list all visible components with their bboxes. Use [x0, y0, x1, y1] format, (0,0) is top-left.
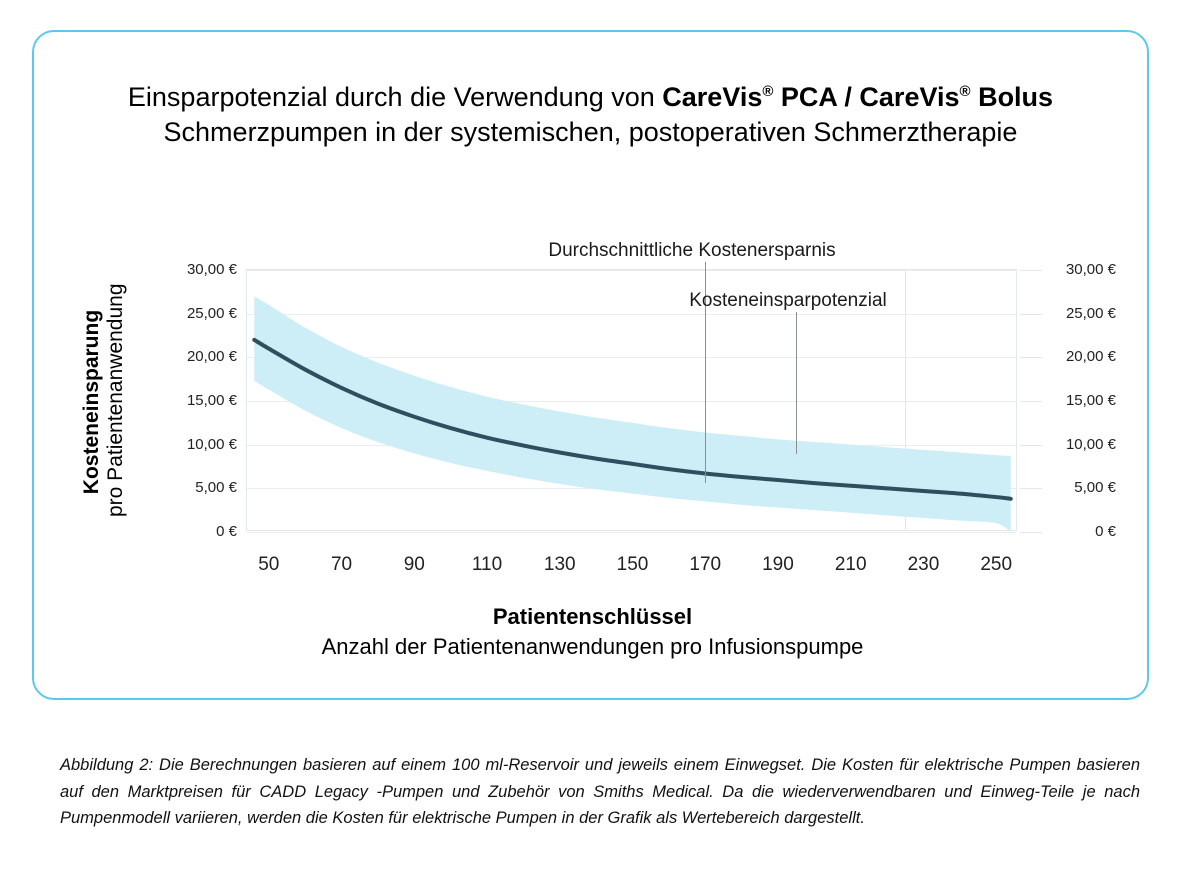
y-axis-tick-label-right: 20,00 € — [1065, 348, 1116, 366]
x-axis-tick-label: 150 — [616, 554, 649, 575]
x-axis-tick-label: 250 — [980, 554, 1013, 575]
chart-figure: Kosteneinsparung pro Patientenanwendung … — [34, 32, 1151, 702]
chart-annotation-label: Kosteneinsparpotenzial — [689, 290, 887, 311]
y-gridline — [247, 313, 1016, 315]
y-axis-tick-mark — [1020, 444, 1042, 446]
x-axis-tick-label: 210 — [834, 554, 867, 575]
registered-trademark-icon-2: ® — [959, 83, 971, 100]
x-axis-title-sub: Anzahl der Patientenanwendungen pro Infu… — [321, 633, 864, 659]
x-axis-title: Patientenschlüssel Anzahl der Patientena… — [34, 602, 1151, 661]
chart-title-line-2: Schmerzpumpen in der systemischen, posto… — [163, 117, 1018, 148]
x-gridline — [905, 270, 907, 530]
y-axis-tick-mark — [1020, 270, 1042, 271]
y-axis-tick-mark — [1020, 357, 1042, 359]
x-axis-tick-label: 110 — [471, 554, 503, 575]
y-gridline — [247, 270, 1016, 271]
title-prefix: Einsparpotenzial durch die Verwendung vo… — [127, 82, 663, 112]
y-axis-tick-mark — [1020, 532, 1042, 533]
y-axis-tick-label-right: 15,00 € — [1065, 392, 1116, 409]
chart-title-line-1: Einsparpotenzial durch die Verwendung vo… — [34, 80, 1147, 115]
title-brand-1: CareVis — [662, 82, 763, 112]
x-axis-tick-label: 230 — [907, 554, 940, 575]
x-axis-tick-label: 190 — [762, 554, 794, 575]
chart-title: Einsparpotenzial durch die Verwendung vo… — [34, 80, 1147, 150]
x-axis-tick-label: 50 — [258, 554, 280, 575]
title-middle: PCA / — [773, 82, 860, 112]
y-gridline — [247, 357, 1016, 359]
y-axis-tick-mark — [1020, 313, 1042, 315]
y-axis-tick-mark — [1020, 401, 1042, 402]
y-axis-tick-label-left: 5,00 € — [195, 479, 237, 497]
y-axis-tick-label-left: 10,00 € — [186, 435, 237, 453]
plot-area: 30,00 € 30,00 € 25,00 € 25,00 € 20,00 € 20,00… — [187, 240, 1116, 575]
registered-trademark-icon: ® — [762, 83, 774, 100]
y-axis-title-main: Kosteneinsparung — [80, 309, 103, 495]
x-axis-tick-label: 130 — [543, 554, 576, 575]
x-axis-tick-label: 90 — [403, 554, 425, 575]
x-axis-tick-label: 70 — [330, 554, 353, 575]
y-axis-tick-label-right: 10,00 € — [1065, 435, 1116, 453]
y-axis-tick-label-right: 25,00 € — [1065, 304, 1116, 322]
y-axis-tick-label-right: 30,00 € — [1065, 261, 1116, 278]
y-axis-tick-label-left: 30,00 € — [186, 261, 237, 278]
cost-saving-potential-band — [254, 296, 1011, 532]
y-axis-title: Kosteneinsparung pro Patientenanwendung — [80, 283, 128, 517]
y-axis-title-sub: pro Patientenanwendung — [104, 283, 127, 517]
y-axis-tick-label-left: 0 € — [216, 523, 237, 540]
y-axis-tick-label-left: 15,00 € — [186, 392, 237, 409]
y-axis-tick-label-right: 5,00 € — [1074, 479, 1116, 497]
x-axis-title-main: Patientenschlüssel — [492, 604, 693, 629]
chart-card: Einsparpotenzial durch die Verwendung vo… — [32, 30, 1149, 700]
average-cost-saving-line — [252, 337, 1013, 501]
chart-annotation-label: Durchschnittliche Kostenersparnis — [548, 240, 836, 261]
y-gridline — [247, 532, 1016, 533]
chart-svg — [252, 296, 1013, 532]
figure-caption: Abbildung 2: Die Berechnungen basieren a… — [60, 756, 1140, 828]
title-suffix: Bolus — [970, 82, 1054, 112]
y-axis-tick-label-left: 20,00 € — [186, 348, 237, 366]
x-axis-tick-label: 170 — [689, 554, 722, 575]
chart-annotation-leader-line — [796, 312, 798, 455]
y-axis-tick-label-right: 0 € — [1095, 523, 1116, 540]
y-axis-tick-label-left: 25,00 € — [186, 304, 237, 322]
y-gridline — [247, 401, 1016, 402]
y-axis-tick-mark — [1020, 488, 1042, 490]
title-brand-2: CareVis — [859, 82, 960, 112]
chart-annotation-leader-line — [705, 262, 707, 484]
